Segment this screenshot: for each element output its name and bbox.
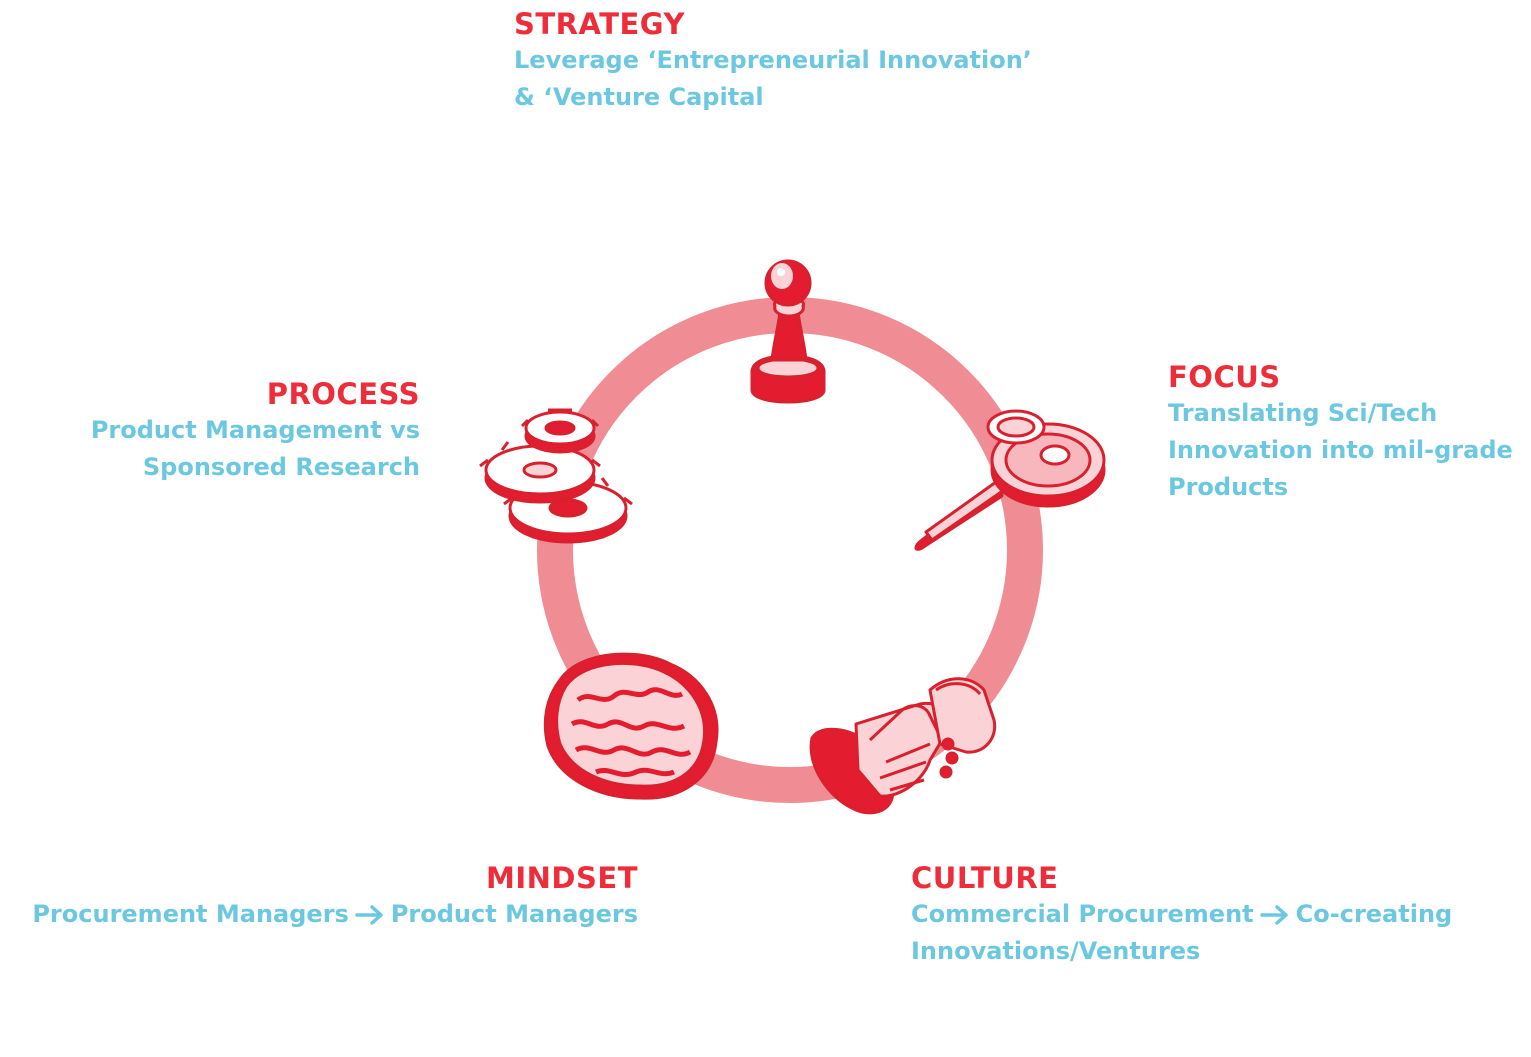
focus-description-line1: Translating Sci/Tech [1168, 399, 1438, 427]
strategy-block: STRATEGY Leverage ‘Entrepreneurial Innov… [514, 6, 1032, 116]
gears-icon [479, 408, 633, 544]
mindset-block: MINDSET Procurement Managers Product Mana… [32, 860, 638, 933]
right-arrow-icon [1259, 905, 1288, 925]
strategy-description-line2: & ‘Venture Capital [514, 83, 764, 111]
culture-from-label: Commercial Procurement [911, 900, 1254, 928]
strategy-title: STRATEGY [514, 7, 685, 41]
process-title: PROCESS [266, 377, 420, 411]
strategy-description-line1: Leverage ‘Entrepreneurial Innovation’ [514, 46, 1032, 74]
mindset-title: MINDSET [486, 861, 638, 895]
magnifying-glass-icon [914, 409, 1106, 551]
mindset-from-label: Procurement Managers [32, 900, 349, 928]
process-description-line2: Sponsored Research [142, 453, 420, 481]
culture-description-line2: Innovations/Ventures [911, 937, 1201, 965]
mindset-description: Procurement Managers Product Managers [32, 896, 638, 933]
process-block: PROCESS Product Management vs Sponsored … [91, 376, 420, 486]
focus-title: FOCUS [1168, 360, 1281, 394]
mindset-to-label: Product Managers [390, 900, 638, 928]
culture-description-line1: Commercial Procurement Co-creating [911, 896, 1452, 933]
handshake-icon [809, 677, 997, 815]
focus-description-line2: Innovation into mil-grade [1168, 436, 1513, 464]
focus-block: FOCUS Translating Sci/Tech Innovation in… [1168, 359, 1513, 506]
process-description-line1: Product Management vs [90, 416, 420, 444]
brain-icon [543, 652, 719, 800]
culture-block: CULTURE Commercial Procurement Co-creatin… [911, 860, 1452, 970]
focus-description-line3: Products [1168, 473, 1289, 501]
right-arrow-icon [355, 905, 383, 925]
chess-pawn-icon [750, 259, 826, 404]
culture-title: CULTURE [911, 861, 1059, 895]
culture-to-label: Co-creating [1295, 900, 1453, 928]
